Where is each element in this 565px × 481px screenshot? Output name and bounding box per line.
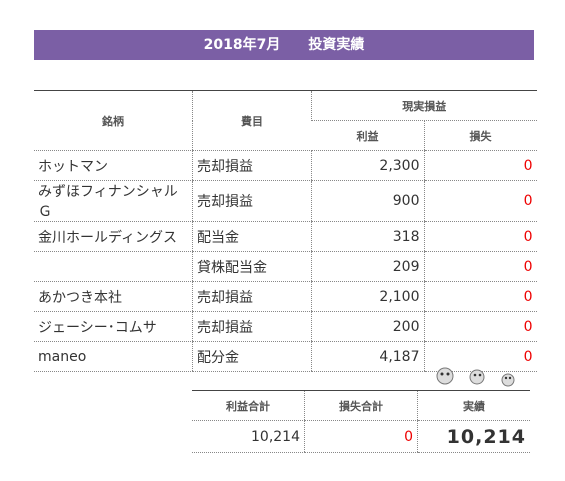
row: みずほフィナンシャルＧ 売却損益 900 0 — [34, 180, 537, 222]
stock-name: ホットマン — [34, 150, 193, 181]
col-header: 現実損益 — [311, 90, 537, 121]
item: 売却損益 — [192, 180, 312, 222]
loss: 0 — [423, 281, 537, 312]
bird-icons — [436, 367, 515, 387]
col-header: 損失 — [423, 120, 537, 151]
row: あかつき本社 売却損益 2,100 0 — [34, 281, 537, 312]
row: 貸株配当金 209 0 — [34, 251, 537, 282]
col-header: 銘柄 — [34, 90, 193, 151]
stock-name: ジェーシー･コムサ — [34, 311, 193, 342]
loss-total: 0 — [304, 420, 418, 453]
item: 売却損益 — [192, 281, 312, 312]
profit-total: 10,214 — [192, 420, 305, 453]
item: 配分金 — [192, 341, 312, 372]
col-header: 実績 — [417, 390, 530, 421]
profit: 2,300 — [311, 150, 424, 181]
stock-name: みずほフィナンシャルＧ — [34, 180, 193, 222]
summary-table: 利益合計 損失合計 実績 10,214 0 10,214 — [192, 390, 530, 453]
col-header: 利益合計 — [192, 390, 305, 421]
title: 2018年7月 投資実績 — [34, 30, 534, 60]
stock-name: あかつき本社 — [34, 281, 193, 312]
row: ホットマン 売却損益 2,300 0 — [34, 150, 537, 181]
loss: 0 — [423, 221, 537, 252]
row: ジェーシー･コムサ 売却損益 200 0 — [34, 311, 537, 342]
profit: 318 — [311, 221, 424, 252]
col-header: 費目 — [192, 90, 312, 151]
profit: 2,100 — [311, 281, 424, 312]
item: 売却損益 — [192, 311, 312, 342]
loss: 0 — [423, 180, 537, 222]
loss: 0 — [423, 341, 537, 372]
item: 配当金 — [192, 221, 312, 252]
stock-name: maneo — [34, 341, 193, 372]
profit: 200 — [311, 311, 424, 342]
item: 売却損益 — [192, 150, 312, 181]
row: 金川ホールディングス 配当金 318 0 — [34, 221, 537, 252]
profit: 4,187 — [311, 341, 424, 372]
loss: 0 — [423, 251, 537, 282]
loss: 0 — [423, 311, 537, 342]
item: 貸株配当金 — [192, 251, 312, 282]
profit: 209 — [311, 251, 424, 282]
col-header: 損失合計 — [304, 390, 418, 421]
results-table: 銘柄 費目 現実損益 利益 損失 ホットマン 売却損益 2,300 0 みずほフィナンシ… — [34, 90, 537, 372]
stock-name — [34, 251, 193, 282]
result-total: 10,214 — [417, 420, 530, 453]
row: maneo 配分金 4,187 0 — [34, 341, 537, 372]
profit: 900 — [311, 180, 424, 222]
col-header: 利益 — [311, 120, 424, 151]
stock-name: 金川ホールディングス — [34, 221, 193, 252]
loss: 0 — [423, 150, 537, 181]
